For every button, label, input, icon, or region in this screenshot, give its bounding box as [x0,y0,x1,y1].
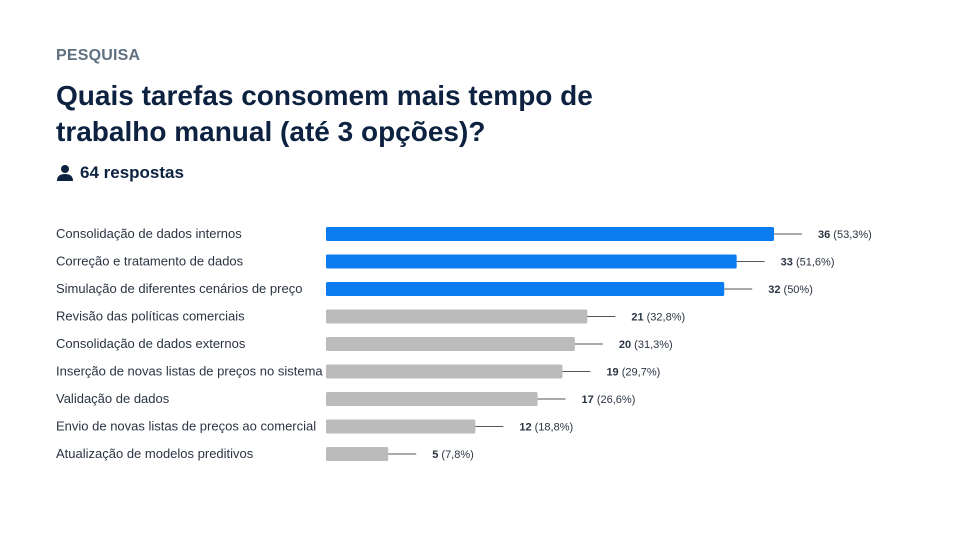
value-label: 36 (53,3%) [818,229,872,241]
response-count-text: 64 respostas [80,163,184,182]
category-label: Atualização de modelos preditivos [56,446,254,461]
bar [326,447,389,461]
category-label: Validação de dados [56,391,170,406]
category-label: Consolidação de dados externos [56,336,246,351]
bar [326,227,774,241]
section-eyebrow: PESQUISA [56,47,141,64]
bar [326,254,737,269]
bar [326,419,476,434]
value-label: 5 (7,8%) [432,449,474,461]
value-label: 12 (18,8%) [519,422,573,434]
category-label: Revisão das políticas comerciais [56,309,245,324]
bar [326,282,725,296]
category-label: Inserção de novas listas de preços no si… [56,364,323,379]
bar [326,337,575,351]
value-label: 20 (31,3%) [619,339,673,351]
value-label: 17 (26,6%) [582,394,636,406]
bar [326,392,538,406]
value-label: 21 (32,8%) [631,312,685,324]
value-label: 33 (51,6%) [781,257,835,269]
value-label: 19 (29,7%) [606,367,660,379]
question-title: Quais tarefas consomem mais tempo de tra… [56,80,593,147]
bar [326,309,588,324]
value-label: 32 (50%) [768,284,813,296]
bar [326,364,563,379]
response-count: 64 respostas [56,163,184,183]
category-label: Consolidação de dados internos [56,226,242,241]
category-label: Envio de novas listas de preços ao comer… [56,419,316,434]
person-icon [57,165,73,181]
category-label: Simulação de diferentes cenários de preç… [56,281,302,296]
category-label: Correção e tratamento de dados [56,254,244,269]
